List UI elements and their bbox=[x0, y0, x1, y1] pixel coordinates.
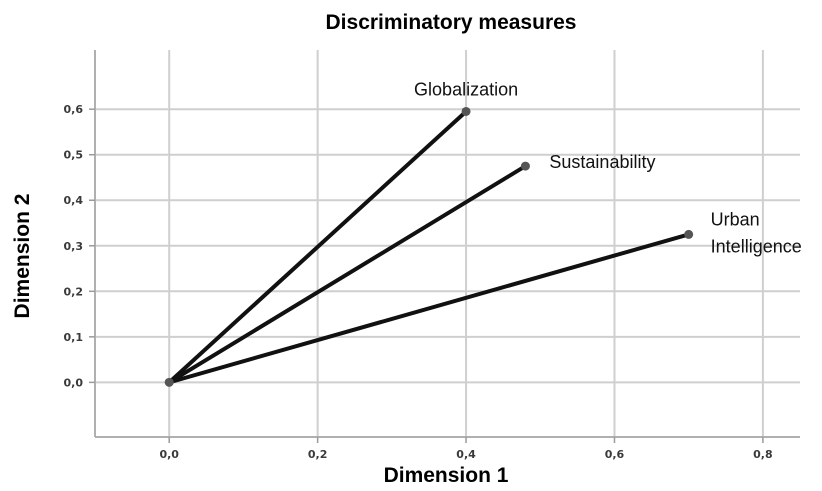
vectors bbox=[164, 106, 694, 387]
chart-title: Discriminatory measures bbox=[326, 11, 577, 34]
vector-line bbox=[167, 232, 691, 385]
plot-frame bbox=[94, 50, 800, 438]
x-tick-label: 0,4 bbox=[456, 448, 476, 461]
y-tick-label: 0,4 bbox=[64, 194, 84, 207]
point-label: Sustainability bbox=[549, 152, 655, 172]
y-axis-ticks: 0,0 0,1 0,2 0,3 0,4 0,5 0,6 bbox=[64, 103, 95, 389]
point-label: Globalization bbox=[414, 79, 518, 99]
grid bbox=[95, 50, 800, 437]
origin-point bbox=[164, 377, 174, 387]
vector-endpoint bbox=[684, 229, 694, 239]
vector-line bbox=[167, 164, 528, 385]
y-tick-label: 0,1 bbox=[64, 331, 84, 344]
y-tick-label: 0,3 bbox=[64, 240, 84, 253]
vector-endpoint bbox=[461, 106, 471, 116]
x-tick-label: 0,6 bbox=[605, 448, 625, 461]
y-axis-label: Dimension 2 bbox=[11, 194, 34, 319]
point-label: Urban Intelligence bbox=[711, 209, 802, 256]
x-axis-label: Dimension 1 bbox=[384, 464, 509, 487]
y-tick-label: 0,6 bbox=[64, 103, 84, 116]
y-tick-label: 0,2 bbox=[64, 285, 84, 298]
x-tick-label: 0,0 bbox=[159, 448, 179, 461]
y-tick-label: 0,5 bbox=[64, 149, 84, 162]
y-tick-label: 0,0 bbox=[64, 376, 84, 389]
x-tick-label: 0,8 bbox=[753, 448, 773, 461]
vector-line bbox=[167, 109, 469, 385]
point-labels: Globalization Sustainability Urban Intellig… bbox=[414, 79, 802, 256]
x-tick-label: 0,2 bbox=[308, 448, 328, 461]
x-axis-ticks: 0,0 0,2 0,4 0,6 0,8 bbox=[159, 437, 773, 461]
vector-endpoint bbox=[520, 161, 530, 171]
